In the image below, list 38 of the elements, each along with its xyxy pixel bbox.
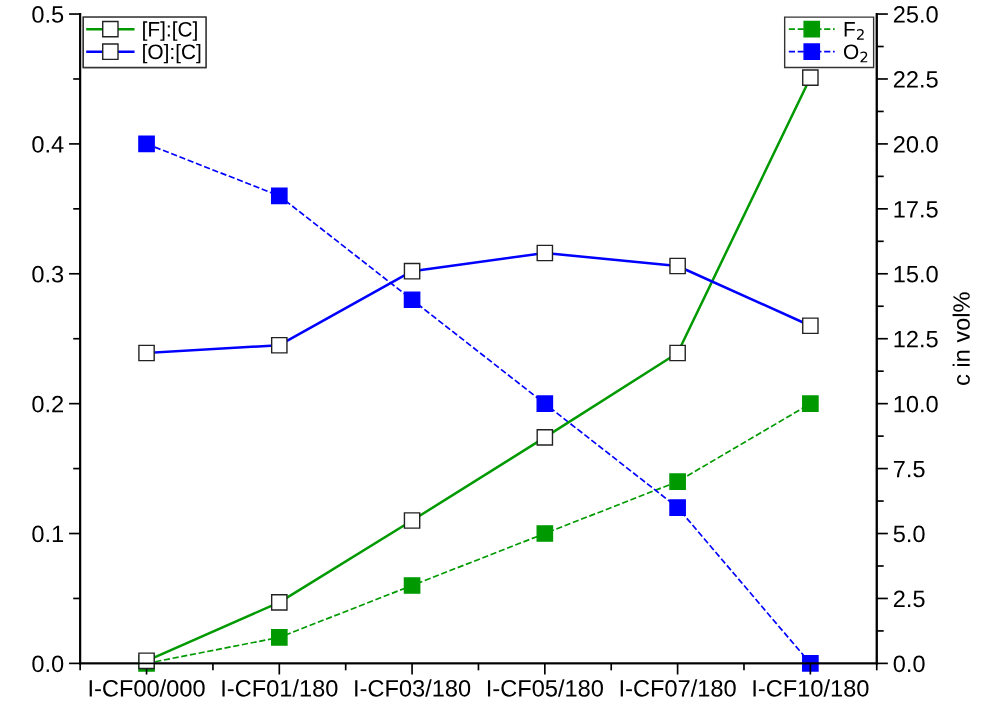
y2-tick-label: 2.5 [893, 590, 925, 608]
y-tick-label: 0.5 [32, 6, 64, 23]
point [403, 291, 421, 309]
y-tick-label: 0.3 [32, 265, 64, 283]
y2-tick-label: 12.5 [894, 330, 938, 348]
y-tick-label: 0.1 [32, 525, 64, 543]
point [669, 473, 686, 490]
x-tick-label: I-CF01/180 [222, 679, 338, 697]
y2-tick-label: 0.0 [893, 655, 925, 673]
point [536, 395, 554, 412]
x-tick-label: I-CF03/180 [355, 679, 471, 697]
y2-tick-label: 22.5 [893, 71, 938, 88]
y2-tick-label: 5.0 [893, 525, 925, 543]
point [669, 499, 686, 516]
y2-tick-label: 20.0 [893, 135, 938, 153]
point [802, 395, 819, 412]
legend-label: [O]:[C] [143, 43, 201, 64]
point [536, 525, 554, 542]
legend-label: F$_{2}$ [844, 22, 864, 40]
y2-tick-label: 17.5 [894, 201, 938, 218]
y2-tick-label: 25.0 [893, 6, 938, 23]
x-tick-label: I-CF00/000 [89, 679, 205, 697]
y-tick-label: 0.2 [32, 395, 64, 413]
legend-label: O$_{2}$ [843, 44, 868, 63]
x-tick-label: I-CF07/180 [620, 679, 736, 697]
y2-axis-title: c in vol% [952, 292, 970, 385]
legend-label: [F]:[C] [143, 21, 197, 41]
y2-tick-label: 7.5 [893, 460, 925, 478]
point [138, 135, 155, 153]
x-tick-label: I-CF10/180 [753, 679, 869, 697]
y2-tick-label: 15.0 [894, 265, 938, 283]
x-tick-label: I-CF05/180 [487, 679, 603, 697]
point [270, 629, 288, 646]
point [403, 577, 421, 594]
y-tick-label: 0.0 [32, 655, 64, 673]
y-tick-label: 0.4 [32, 135, 64, 153]
point [270, 187, 288, 205]
y2-tick-label: 10.0 [894, 395, 938, 413]
